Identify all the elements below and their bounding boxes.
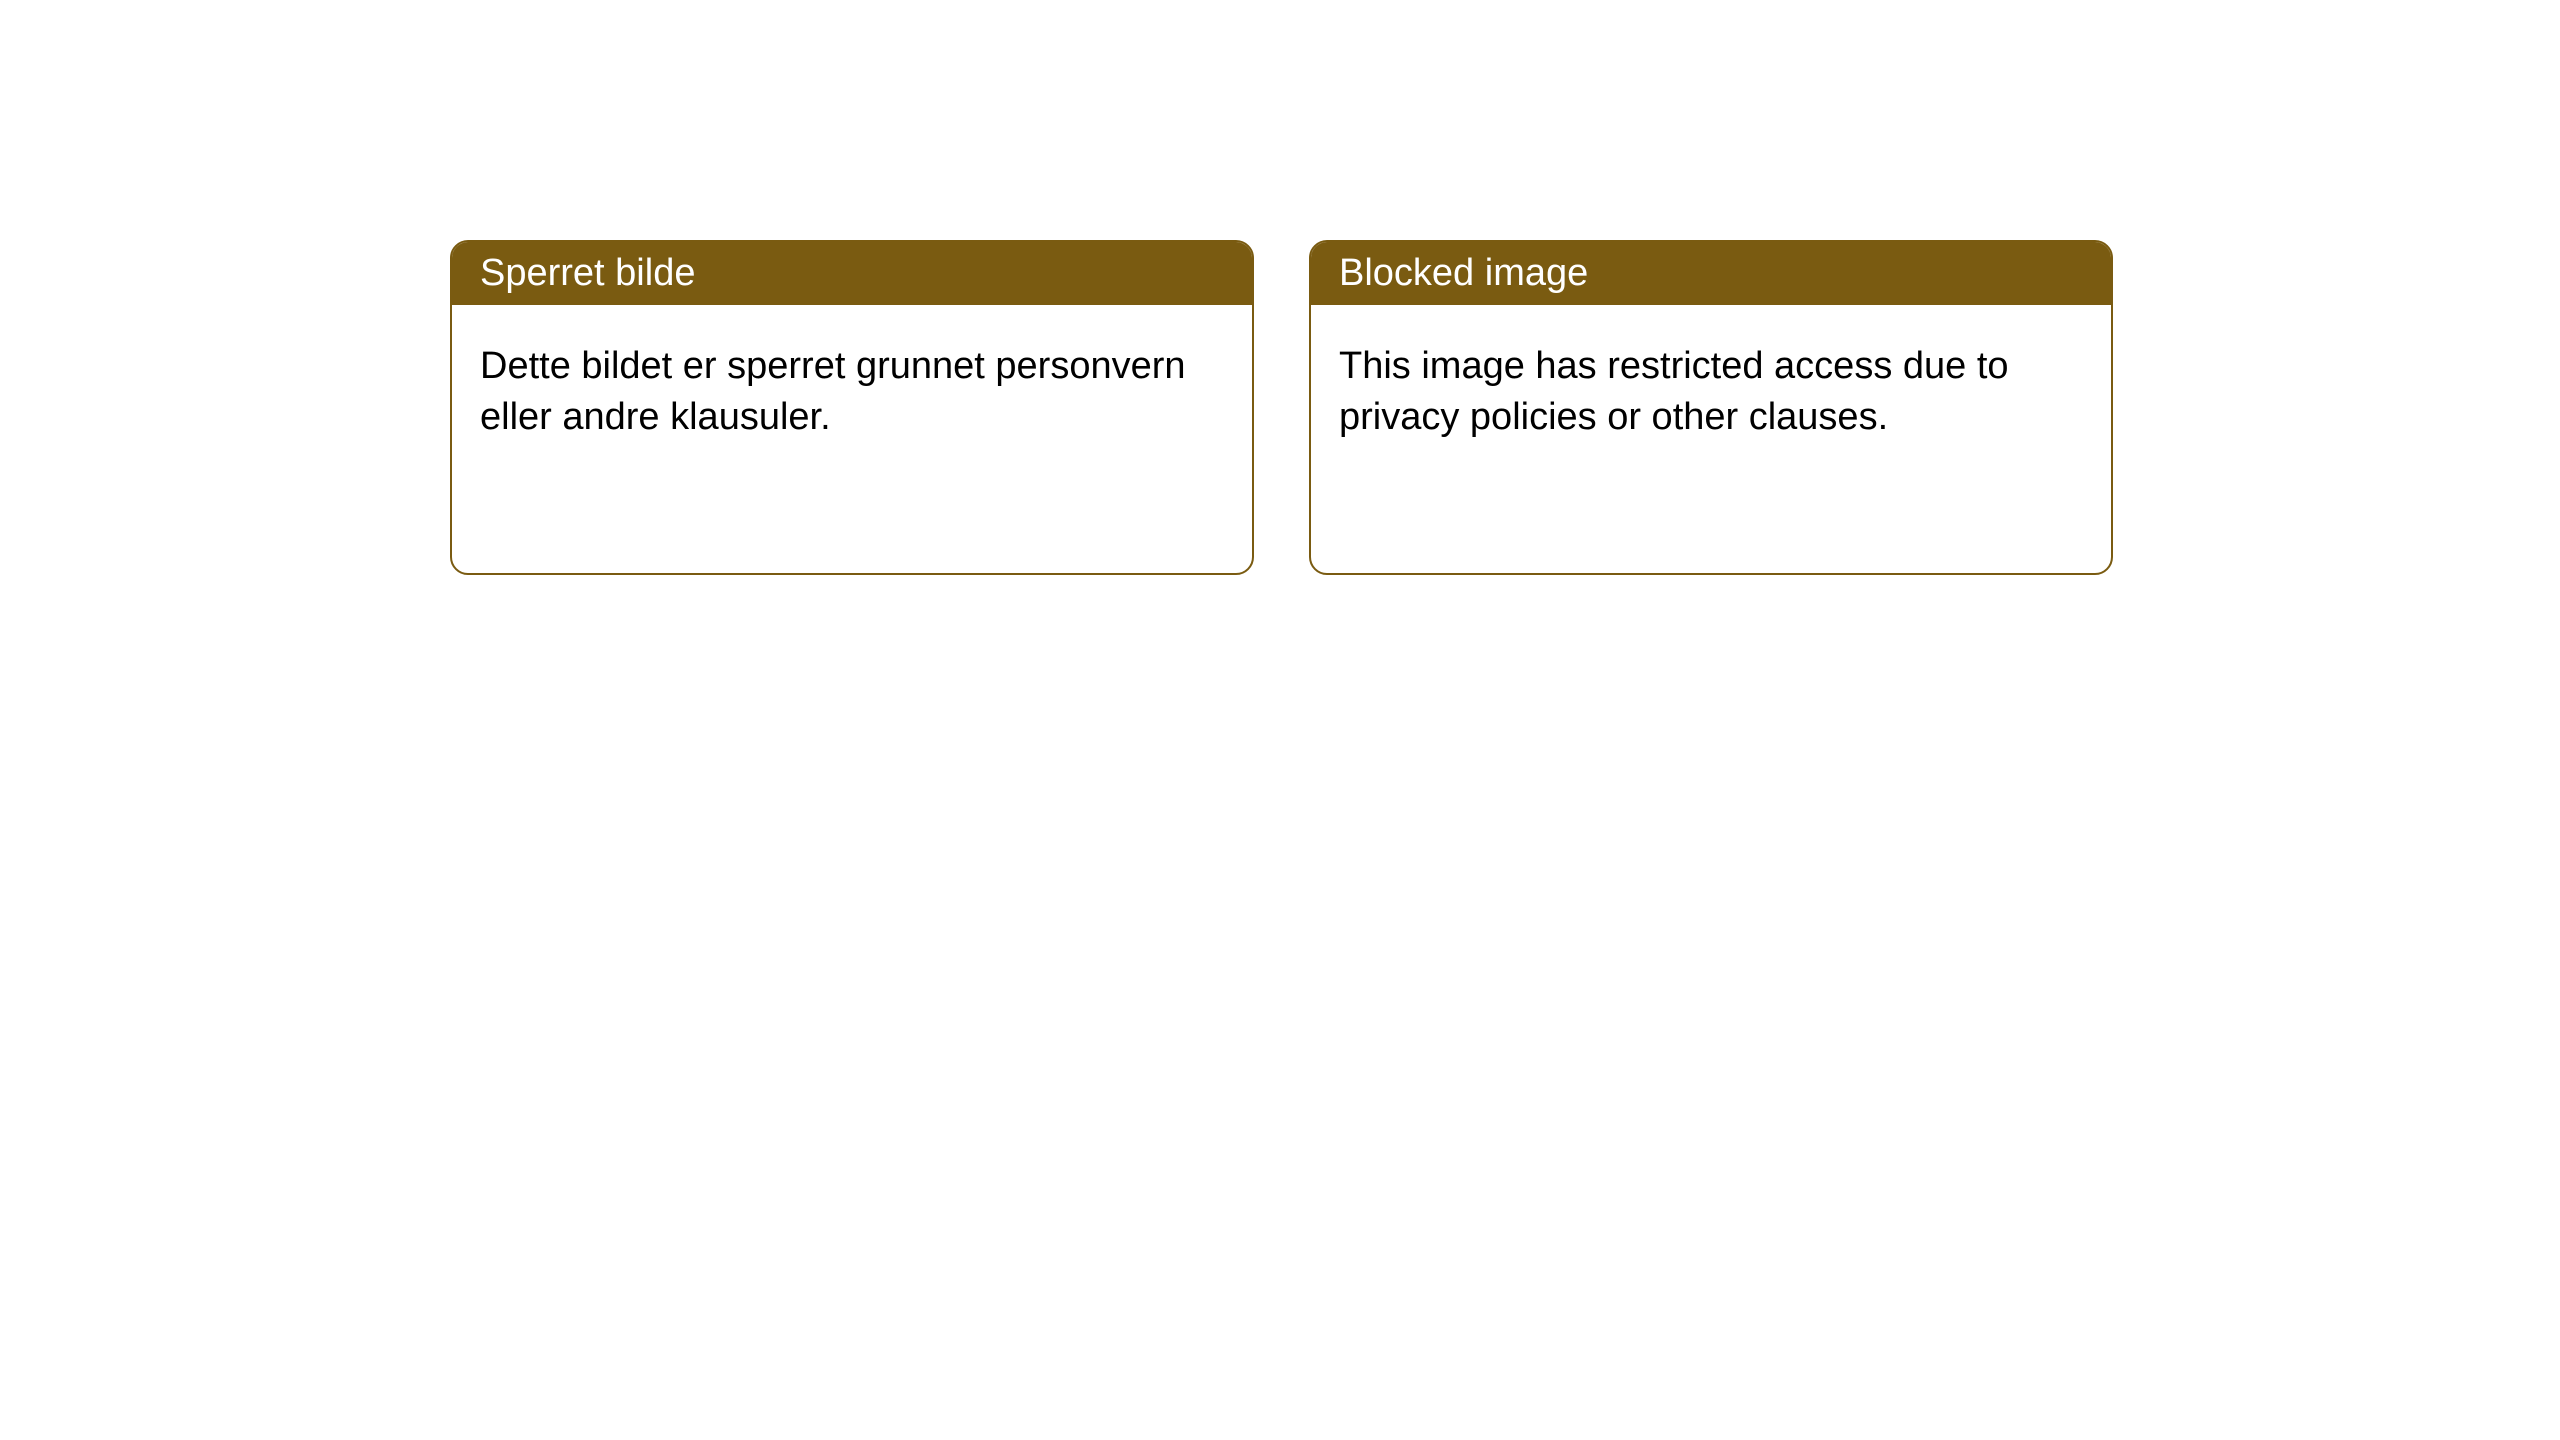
notice-header-norwegian: Sperret bilde — [452, 242, 1252, 305]
notice-body-norwegian: Dette bildet er sperret grunnet personve… — [452, 305, 1252, 480]
notice-box-english: Blocked image This image has restricted … — [1309, 240, 2113, 575]
notice-header-english: Blocked image — [1311, 242, 2111, 305]
notice-body-english: This image has restricted access due to … — [1311, 305, 2111, 480]
notice-box-norwegian: Sperret bilde Dette bildet er sperret gr… — [450, 240, 1254, 575]
notice-container: Sperret bilde Dette bildet er sperret gr… — [0, 0, 2560, 575]
